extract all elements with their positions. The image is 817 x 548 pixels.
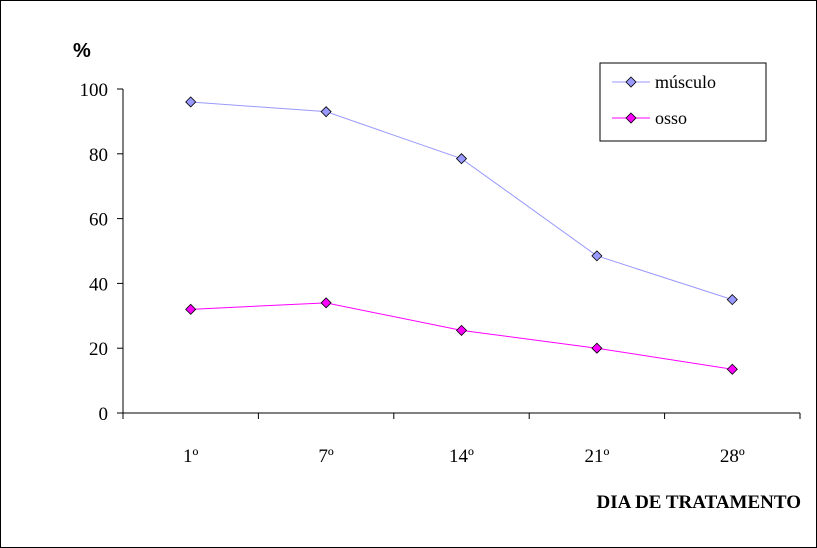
data-point	[455, 324, 468, 336]
y-tick-label: 0	[99, 404, 109, 425]
legend-entry: músculo	[612, 72, 716, 92]
x-axis-label: DIA DE TRATAMENTO	[597, 492, 801, 513]
legend-box	[599, 62, 767, 142]
x-tick-label: 7º	[318, 446, 334, 467]
legend-label: osso	[655, 108, 687, 128]
series-osso	[185, 297, 738, 375]
x-tick-label: 1º	[183, 446, 199, 467]
data-point	[320, 106, 332, 118]
data-point	[455, 153, 468, 165]
x-tick-label: 21º	[584, 446, 609, 467]
legend-entry: osso	[612, 108, 687, 128]
series-layer	[185, 96, 738, 375]
data-point	[591, 342, 603, 354]
legend-swatch-marker	[625, 112, 637, 124]
y-tick-label: 80	[89, 145, 108, 166]
data-point	[726, 363, 738, 375]
data-point	[185, 303, 197, 315]
legend: músculo osso	[599, 62, 767, 142]
series-músculo	[185, 96, 738, 306]
data-point	[185, 96, 197, 108]
legend-swatch-marker	[625, 76, 637, 88]
y-tick-label: 20	[89, 339, 108, 360]
data-point	[591, 250, 603, 262]
series-line	[190, 302, 733, 370]
data-point	[726, 294, 738, 306]
x-tick-label: 28º	[720, 446, 745, 467]
y-axis-label: %	[73, 40, 91, 62]
data-point	[320, 297, 332, 309]
x-tick-labels: 1º 7º 14º 21º 28º	[183, 446, 745, 467]
y-tick-labels: 0 20 40 60 80 100	[80, 80, 109, 425]
x-tick-label: 14º	[449, 446, 474, 467]
y-tick-label: 60	[89, 210, 108, 231]
y-tick-label: 40	[89, 274, 108, 295]
legend-label: músculo	[655, 72, 716, 92]
y-tick-label: 100	[80, 80, 109, 101]
axes	[117, 88, 801, 419]
